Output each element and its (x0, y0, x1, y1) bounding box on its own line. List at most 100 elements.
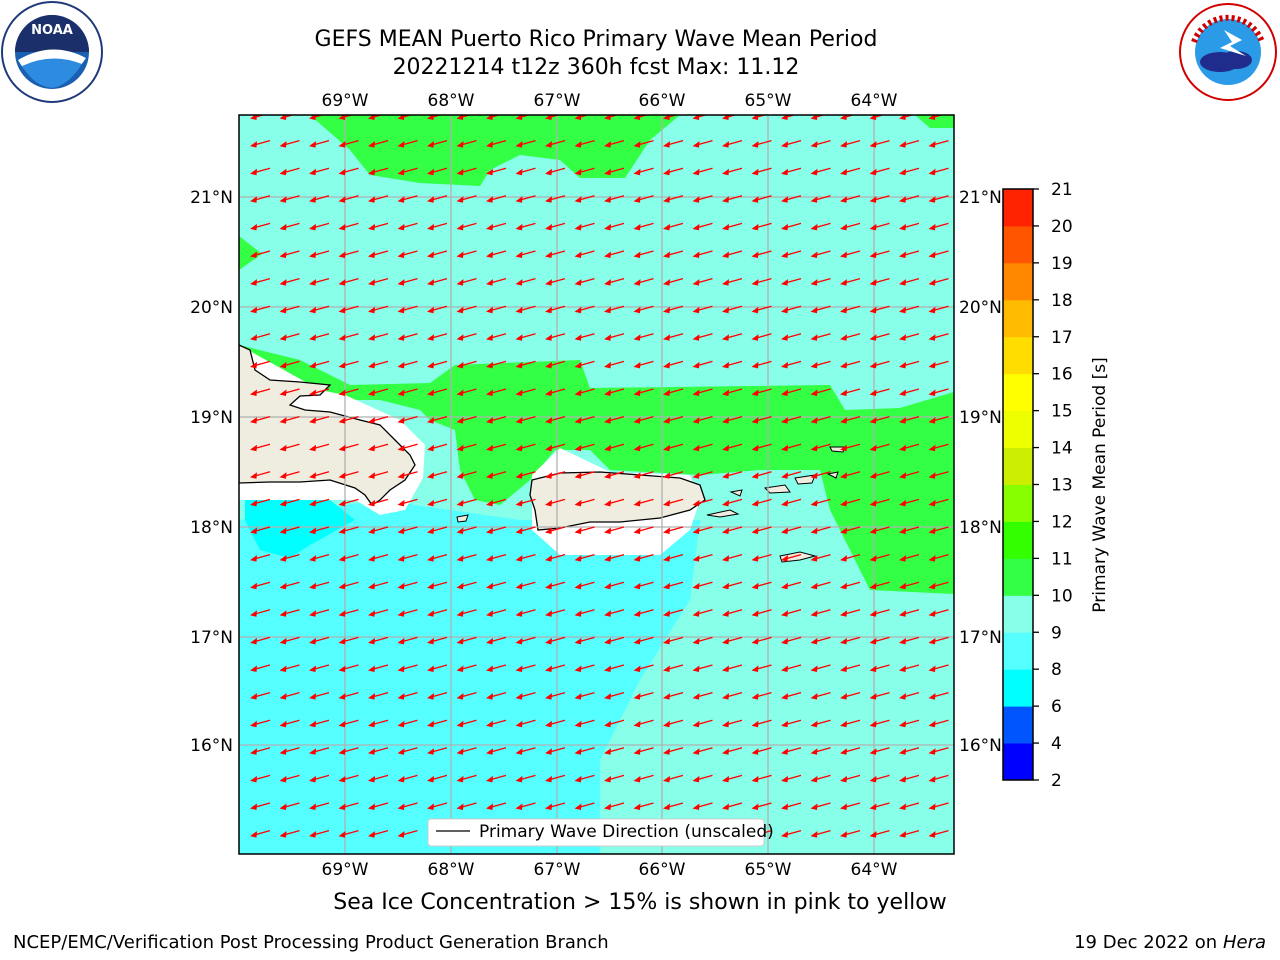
wave-arrow (279, 553, 300, 562)
wave-arrow (279, 636, 300, 645)
wave-arrow (781, 222, 802, 231)
wave-arrow (515, 195, 536, 203)
wave-arrow (486, 415, 507, 424)
wave-arrow (928, 471, 949, 479)
wave-arrow (722, 222, 743, 231)
colorbar-tick-label: 21 (1051, 180, 1073, 200)
wave-arrow (574, 222, 595, 231)
wave-arrow (279, 195, 300, 203)
wave-arrow (722, 719, 743, 728)
wave-arrow (840, 581, 861, 590)
wave-arrow (633, 802, 654, 810)
wave-arrow (722, 691, 743, 700)
wave-arrow (604, 664, 625, 672)
wave-arrow (869, 415, 890, 424)
wave-arrow (397, 333, 418, 341)
wave-arrow (869, 443, 890, 452)
wave-arrow (486, 388, 507, 396)
wave-arrow (751, 222, 772, 231)
wave-arrow (899, 498, 920, 507)
wave-arrow (338, 139, 359, 148)
wave-arrow (899, 305, 920, 314)
wave-arrow (928, 526, 949, 534)
map-gridlines (239, 115, 954, 854)
wave-arrow (515, 167, 536, 176)
wave-arrow (928, 498, 949, 507)
footer-machine: Hera (1222, 932, 1266, 953)
wave-arrow (928, 691, 949, 700)
wave-arrow (427, 636, 448, 645)
wave-arrow (250, 250, 271, 258)
colorbar-tick-label: 9 (1051, 623, 1062, 643)
wave-arrow (810, 415, 831, 424)
wave-arrow (486, 636, 507, 645)
wave-arrow (338, 498, 359, 507)
wave-arrow (515, 526, 536, 534)
wave-arrow (574, 498, 595, 507)
ocean-6-8-region (245, 500, 355, 558)
wave-arrow (663, 526, 684, 534)
wave-arrow (309, 719, 330, 728)
wave-arrow (663, 333, 684, 341)
wave-arrow (279, 774, 300, 783)
wave-arrow (604, 222, 625, 231)
wave-arrow (810, 167, 831, 176)
wave-arrow (633, 250, 654, 258)
wave-arrow (633, 526, 654, 534)
wave-arrow (633, 664, 654, 672)
wave-arrow (751, 719, 772, 728)
colorbar-label: Primary Wave Mean Period [s] (1090, 357, 1110, 612)
wave-arrow (928, 553, 949, 562)
wave-arrow (663, 305, 684, 314)
wave-arrow (928, 139, 949, 148)
wave-arrow (781, 719, 802, 728)
wave-arrow (663, 222, 684, 231)
wave-arrow (515, 333, 536, 341)
wave-arrow (309, 747, 330, 755)
wave-arrow (250, 443, 271, 452)
wave-arrow (338, 360, 359, 369)
lat-tick-label: 18°N (959, 518, 1002, 538)
wave-arrow (397, 277, 418, 286)
wave-arrow (781, 774, 802, 783)
wave-arrow (427, 581, 448, 590)
wave-arrow (840, 333, 861, 341)
wave-arrow (840, 167, 861, 176)
wave-arrow (810, 774, 831, 783)
wave-arrow (869, 333, 890, 341)
lon-tick-label: 68°W (428, 91, 475, 111)
wave-arrow (545, 609, 566, 617)
wave-arrow (928, 774, 949, 783)
wave-arrow (663, 388, 684, 396)
wave-arrow (574, 388, 595, 396)
wave-arrow (869, 388, 890, 396)
wave-arrow (279, 222, 300, 231)
wave-arrow (397, 167, 418, 176)
wave-arrow (368, 415, 389, 424)
wave-arrow (604, 774, 625, 783)
wave-arrow (309, 691, 330, 700)
wave-arrow (840, 250, 861, 258)
wave-arrow (840, 277, 861, 286)
wave-arrow (515, 774, 536, 783)
wave-arrow (781, 636, 802, 645)
colorbar-swatch (1003, 484, 1033, 522)
wave-arrow (456, 553, 477, 562)
wave-arrow (604, 691, 625, 700)
wave-arrow (604, 747, 625, 755)
wave-arrow (722, 167, 743, 176)
wave-arrow (397, 360, 418, 369)
wave-arrow (574, 664, 595, 672)
wave-arrow (810, 829, 831, 838)
wave-arrow (869, 498, 890, 507)
colorbar-tick-label: 12 (1051, 512, 1073, 532)
map-legend: Primary Wave Direction (unscaled) (427, 818, 774, 847)
colorbar-swatch (1003, 558, 1033, 596)
wave-arrow (574, 802, 595, 810)
wave-arrow (899, 691, 920, 700)
wave-arrow (279, 802, 300, 810)
wave-arrow (751, 167, 772, 176)
wave-arrow (427, 553, 448, 562)
wave-arrow (427, 498, 448, 507)
wave-arrow (899, 719, 920, 728)
